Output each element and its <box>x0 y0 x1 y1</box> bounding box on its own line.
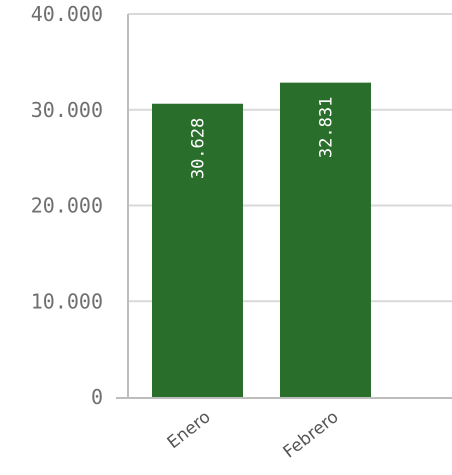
y-tick-label: 0 <box>91 385 103 409</box>
bar-value-label: 30.628 <box>189 118 209 179</box>
x-category-label: Febrero <box>280 407 343 462</box>
y-tick-label: 10.000 <box>31 289 103 313</box>
y-tick-label: 30.000 <box>31 98 103 122</box>
y-tick-label: 40.000 <box>31 2 103 26</box>
bar <box>280 82 371 397</box>
bar <box>152 103 243 397</box>
value-labels: 30.628 32.831 <box>189 97 337 180</box>
x-axis-labels: Enero Febrero <box>164 407 343 462</box>
bar-value-label: 32.831 <box>317 97 337 158</box>
bars <box>152 82 371 397</box>
y-axis-ticks: 0 10.000 20.000 30.000 40.000 <box>31 2 103 409</box>
x-category-label: Enero <box>164 407 215 453</box>
y-tick-label: 20.000 <box>31 194 103 218</box>
